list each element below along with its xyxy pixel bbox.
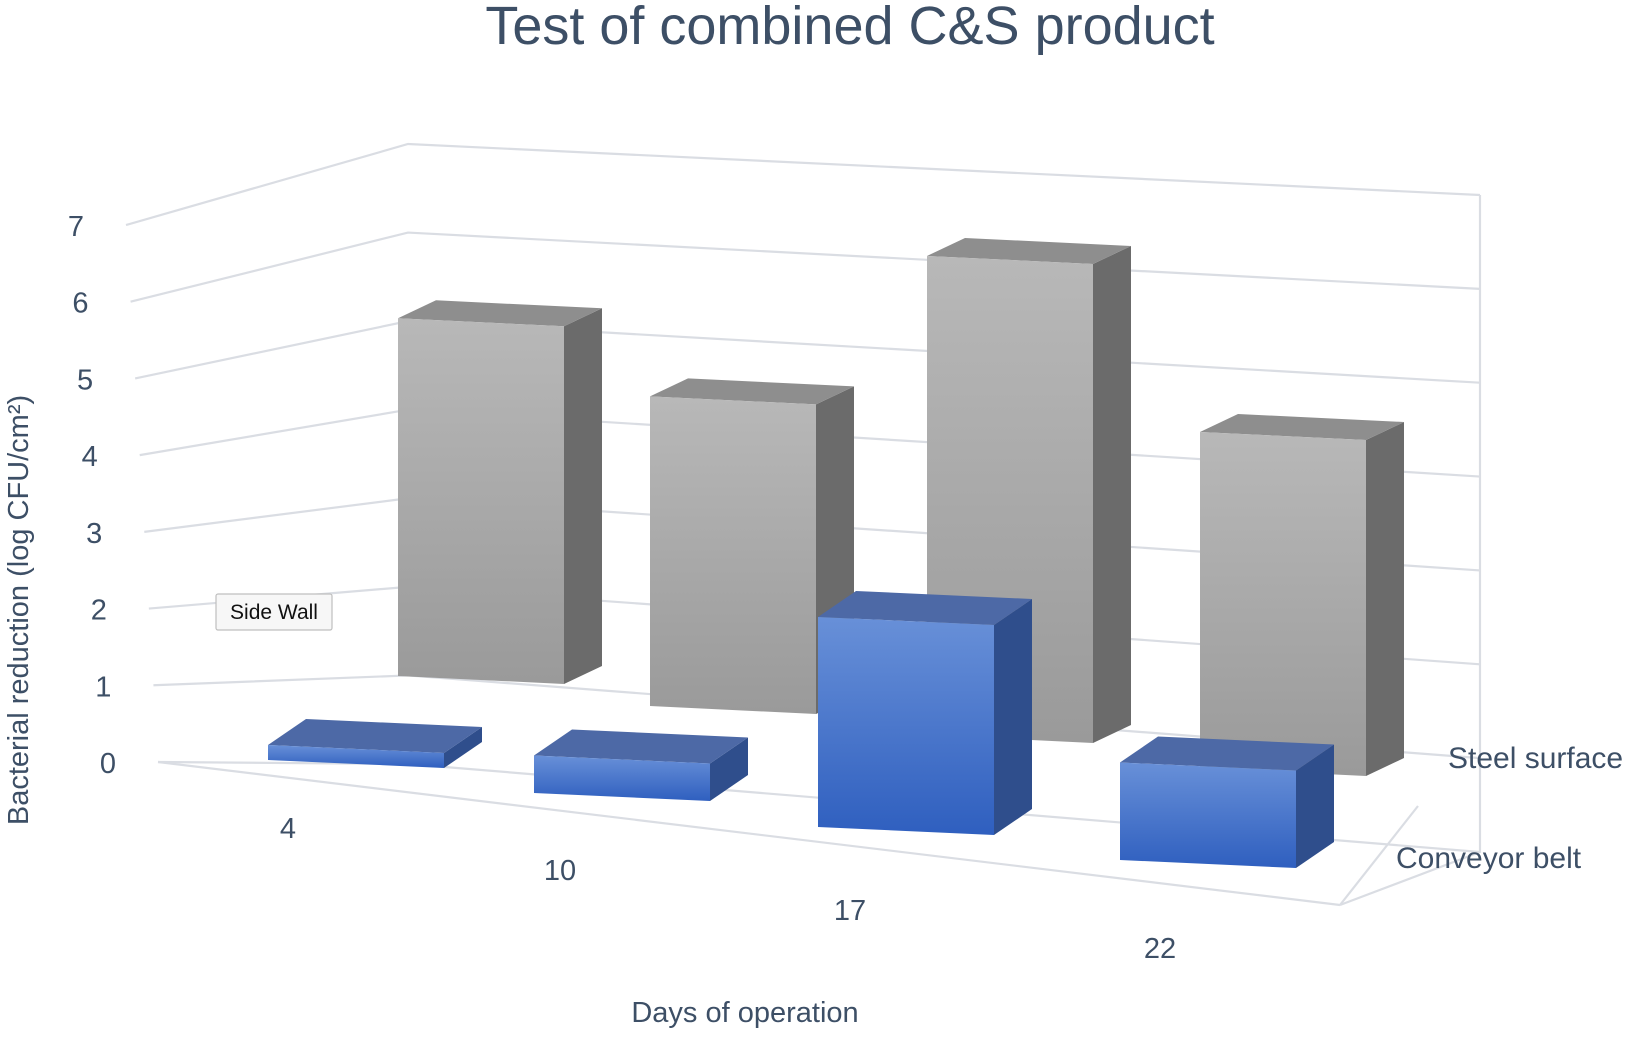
steel-surface-bars bbox=[398, 237, 1404, 776]
y-tick-label: 1 bbox=[95, 671, 111, 703]
bar-top bbox=[1200, 414, 1404, 440]
bar-top bbox=[1120, 736, 1334, 771]
y-tick-label: 4 bbox=[82, 441, 98, 473]
x-tick-label: 17 bbox=[834, 895, 866, 927]
bar-front bbox=[818, 617, 994, 835]
gridline bbox=[130, 231, 1481, 303]
side-wall-tooltip: Side Wall bbox=[215, 593, 333, 631]
y-tick-label: 7 bbox=[68, 211, 84, 243]
y-tick-label: 5 bbox=[77, 364, 93, 396]
bar-side bbox=[444, 727, 482, 768]
x-tick-label: 22 bbox=[1144, 933, 1176, 965]
chart-floor bbox=[157, 195, 1482, 907]
x-tick-label: 4 bbox=[280, 813, 296, 845]
x-tick-label: 10 bbox=[544, 855, 576, 887]
bar-top bbox=[650, 378, 854, 405]
bar-front bbox=[268, 745, 444, 768]
depth-divider bbox=[1339, 805, 1419, 906]
bar-front bbox=[398, 318, 564, 684]
steel-surface-bar-4 bbox=[398, 300, 602, 684]
x-axis-ticks: 4 10 17 22 bbox=[280, 813, 1176, 965]
bar-front bbox=[534, 755, 710, 801]
x-axis-title: Days of operation bbox=[631, 997, 858, 1029]
gridline bbox=[125, 142, 1481, 227]
conveyor-belt-bars bbox=[268, 591, 1334, 868]
bar-front bbox=[1200, 432, 1366, 776]
conveyor-belt-bar-22 bbox=[1120, 736, 1334, 868]
tooltip-text: Side Wall bbox=[230, 601, 318, 624]
y-axis-ticks: 0 1 2 3 4 5 6 7 bbox=[68, 211, 116, 780]
floor-right-edge bbox=[1339, 195, 1482, 907]
bar-front bbox=[1120, 762, 1296, 868]
bar-side bbox=[1366, 422, 1404, 776]
bar-top bbox=[398, 300, 602, 327]
y-tick-label: 2 bbox=[91, 595, 107, 627]
bar-front bbox=[650, 396, 816, 714]
bar-side bbox=[1296, 744, 1334, 868]
conveyor-belt-bar-17 bbox=[818, 591, 1032, 835]
floor-front-edge bbox=[157, 760, 1341, 907]
gridline bbox=[134, 320, 1481, 384]
bar-top bbox=[268, 719, 482, 753]
bar-side bbox=[994, 599, 1032, 835]
y-tick-label: 3 bbox=[86, 518, 102, 550]
bar-top bbox=[818, 591, 1032, 625]
depth-label-steel-surface: Steel surface bbox=[1448, 742, 1623, 775]
bar-top bbox=[534, 729, 748, 764]
y-tick-label: 0 bbox=[100, 748, 116, 780]
conveyor-belt-bar-4 bbox=[268, 719, 482, 768]
chart-title: Test of combined C&S product bbox=[485, 0, 1214, 56]
steel-surface-bar-22 bbox=[1200, 414, 1404, 776]
bar-side bbox=[710, 737, 748, 801]
y-axis-title: Bacterial reduction (log CFU/cm²) bbox=[3, 395, 35, 825]
bar-top bbox=[927, 237, 1131, 264]
conveyor-belt-bar-10 bbox=[534, 729, 748, 801]
y-tick-label: 6 bbox=[72, 288, 88, 320]
depth-label-conveyor-belt: Conveyor belt bbox=[1396, 842, 1582, 875]
bar-side bbox=[1093, 245, 1131, 743]
bar-side bbox=[564, 308, 602, 684]
